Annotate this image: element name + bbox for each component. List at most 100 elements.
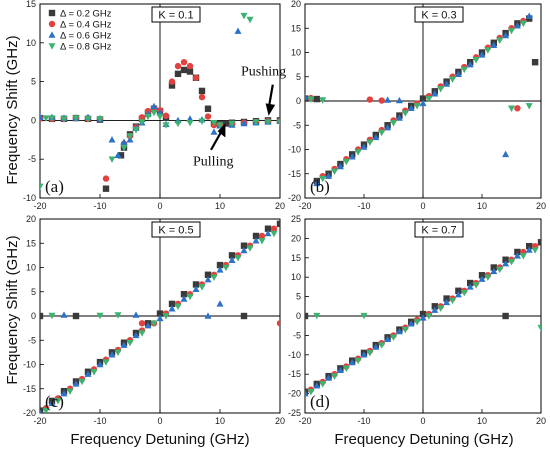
data-point xyxy=(342,158,350,166)
data-point xyxy=(216,266,224,273)
y-tick-label: -20 xyxy=(288,193,301,203)
data-point xyxy=(305,312,309,320)
data-point xyxy=(204,105,212,112)
scatter-points xyxy=(40,220,280,413)
data-point xyxy=(72,115,80,122)
data-point xyxy=(48,115,56,122)
data-point xyxy=(240,242,248,249)
k-label-box xyxy=(151,6,201,23)
data-point xyxy=(455,287,462,294)
data-point xyxy=(443,80,451,87)
y-tick-label: 10 xyxy=(26,263,36,273)
data-point xyxy=(478,275,486,282)
data-point xyxy=(478,51,486,58)
legend-entry: Δ = 0.8 GHz xyxy=(60,42,112,53)
data-point xyxy=(144,322,152,329)
data-point xyxy=(120,138,128,145)
data-point xyxy=(319,97,327,104)
data-point xyxy=(258,232,266,240)
data-point xyxy=(366,96,374,103)
data-point xyxy=(192,74,200,81)
panel-b: -20 -10 0 10 20 -20 -15 -10 -5 0 5 10 15 20 K = 0.3 (b) xyxy=(288,0,546,211)
data-point xyxy=(366,350,374,357)
data-point xyxy=(513,22,521,29)
data-point xyxy=(120,144,128,152)
data-point xyxy=(96,360,104,368)
data-point xyxy=(448,76,457,83)
data-point xyxy=(502,256,509,263)
data-point xyxy=(198,87,206,95)
data-point xyxy=(234,27,242,34)
data-point xyxy=(389,120,398,127)
data-point xyxy=(228,120,236,128)
data-point xyxy=(174,70,182,78)
arrow-head-pulling xyxy=(217,123,226,138)
data-point xyxy=(102,175,110,182)
data-point xyxy=(228,256,236,263)
data-point xyxy=(466,60,474,68)
data-point xyxy=(519,253,527,260)
data-point xyxy=(401,110,409,117)
scatter-points xyxy=(305,12,539,187)
y-tick-label: 0 xyxy=(296,96,301,106)
y-tick-label: 5 xyxy=(296,72,301,82)
data-point xyxy=(138,320,146,327)
data-point xyxy=(507,258,516,266)
data-point xyxy=(156,314,164,322)
data-point xyxy=(204,312,212,319)
data-point xyxy=(198,118,206,125)
y-tick-label: -25 xyxy=(288,408,301,418)
x-tick-label: 0 xyxy=(157,201,162,211)
data-point xyxy=(40,183,44,191)
data-point xyxy=(378,342,386,349)
legend-entry: Δ = 0.4 GHz xyxy=(60,20,112,31)
data-point xyxy=(325,172,333,179)
data-point xyxy=(472,57,480,64)
data-point xyxy=(378,129,386,137)
data-point xyxy=(502,259,510,267)
data-point xyxy=(150,102,158,110)
data-point xyxy=(132,311,140,318)
y-tick-label: 10 xyxy=(291,48,301,58)
data-point xyxy=(126,339,134,347)
data-point xyxy=(354,357,362,365)
data-point xyxy=(204,271,212,278)
data-point xyxy=(174,303,182,310)
data-point xyxy=(156,108,164,116)
data-point xyxy=(531,59,539,66)
y-tick-label: -10 xyxy=(288,145,301,155)
data-point xyxy=(419,310,427,318)
data-point xyxy=(319,175,327,183)
legend-marker xyxy=(48,20,56,28)
data-point xyxy=(407,320,415,327)
x-axis-title-left: Frequency Detuning (GHz) xyxy=(70,431,249,448)
data-point xyxy=(258,238,266,245)
panel-label: (d) xyxy=(310,392,330,411)
data-point xyxy=(490,267,498,275)
legend-marker xyxy=(48,31,56,38)
data-point xyxy=(162,112,170,119)
y-tick-label: 25 xyxy=(291,214,301,224)
data-point xyxy=(150,320,158,327)
data-point xyxy=(90,369,98,376)
y-tick-label: 5 xyxy=(31,77,36,87)
data-point xyxy=(72,312,80,320)
y-tick-label: 10 xyxy=(291,272,301,282)
x-tick-label: 0 xyxy=(420,201,425,211)
data-point xyxy=(180,59,188,66)
data-point xyxy=(437,86,445,93)
data-point xyxy=(413,319,421,326)
data-point xyxy=(366,139,374,146)
data-point xyxy=(307,388,315,396)
data-point xyxy=(372,133,380,141)
y-tick-label: -20 xyxy=(288,389,301,399)
data-point xyxy=(54,398,62,405)
data-point xyxy=(108,351,116,358)
data-point xyxy=(325,374,333,381)
data-point xyxy=(186,293,194,301)
data-point xyxy=(431,90,439,97)
data-point xyxy=(192,285,200,293)
y-tick-label: 5 xyxy=(31,287,36,297)
data-point xyxy=(204,275,212,283)
y-tick-label: 15 xyxy=(291,23,301,33)
